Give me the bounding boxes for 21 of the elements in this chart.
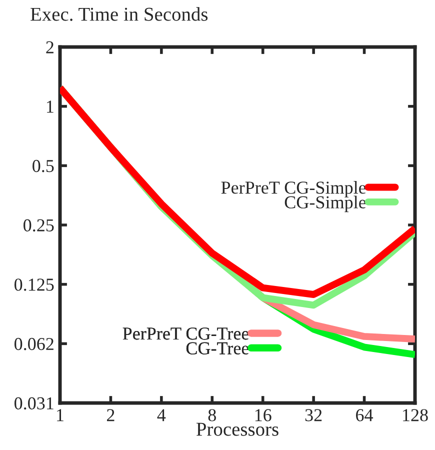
y-tick-label: 0.5	[32, 160, 54, 172]
x-tick-label: 128	[403, 409, 428, 422]
legend-label: PerPreT CG-Tree	[122, 328, 249, 340]
chart-title: Exec. Time in Seconds	[30, 7, 208, 21]
x-tick-label: 4	[157, 409, 166, 422]
x-tick-label: 16	[255, 409, 272, 422]
legend-label: CG-Tree	[186, 342, 249, 354]
y-tick-label: 2	[46, 41, 54, 54]
x-tick-label: 32	[305, 409, 322, 422]
x-tick-label: 8	[208, 409, 216, 422]
x-tick-label: 2	[106, 409, 114, 422]
y-tick-label: 0.125	[14, 278, 54, 291]
y-tick-label: 0.25	[24, 219, 54, 232]
y-tick-label: 0.062	[14, 338, 54, 350]
x-tick-label: 64	[356, 409, 374, 422]
y-tick-label: 0.031	[14, 397, 54, 410]
x-axis-title: Processors	[196, 422, 278, 436]
legend-label: CG-Simple	[284, 196, 366, 212]
legend-label: PerPreT CG-Simple	[221, 181, 366, 198]
y-tick-label: 1	[47, 100, 54, 113]
x-tick-label: 1	[57, 409, 64, 422]
